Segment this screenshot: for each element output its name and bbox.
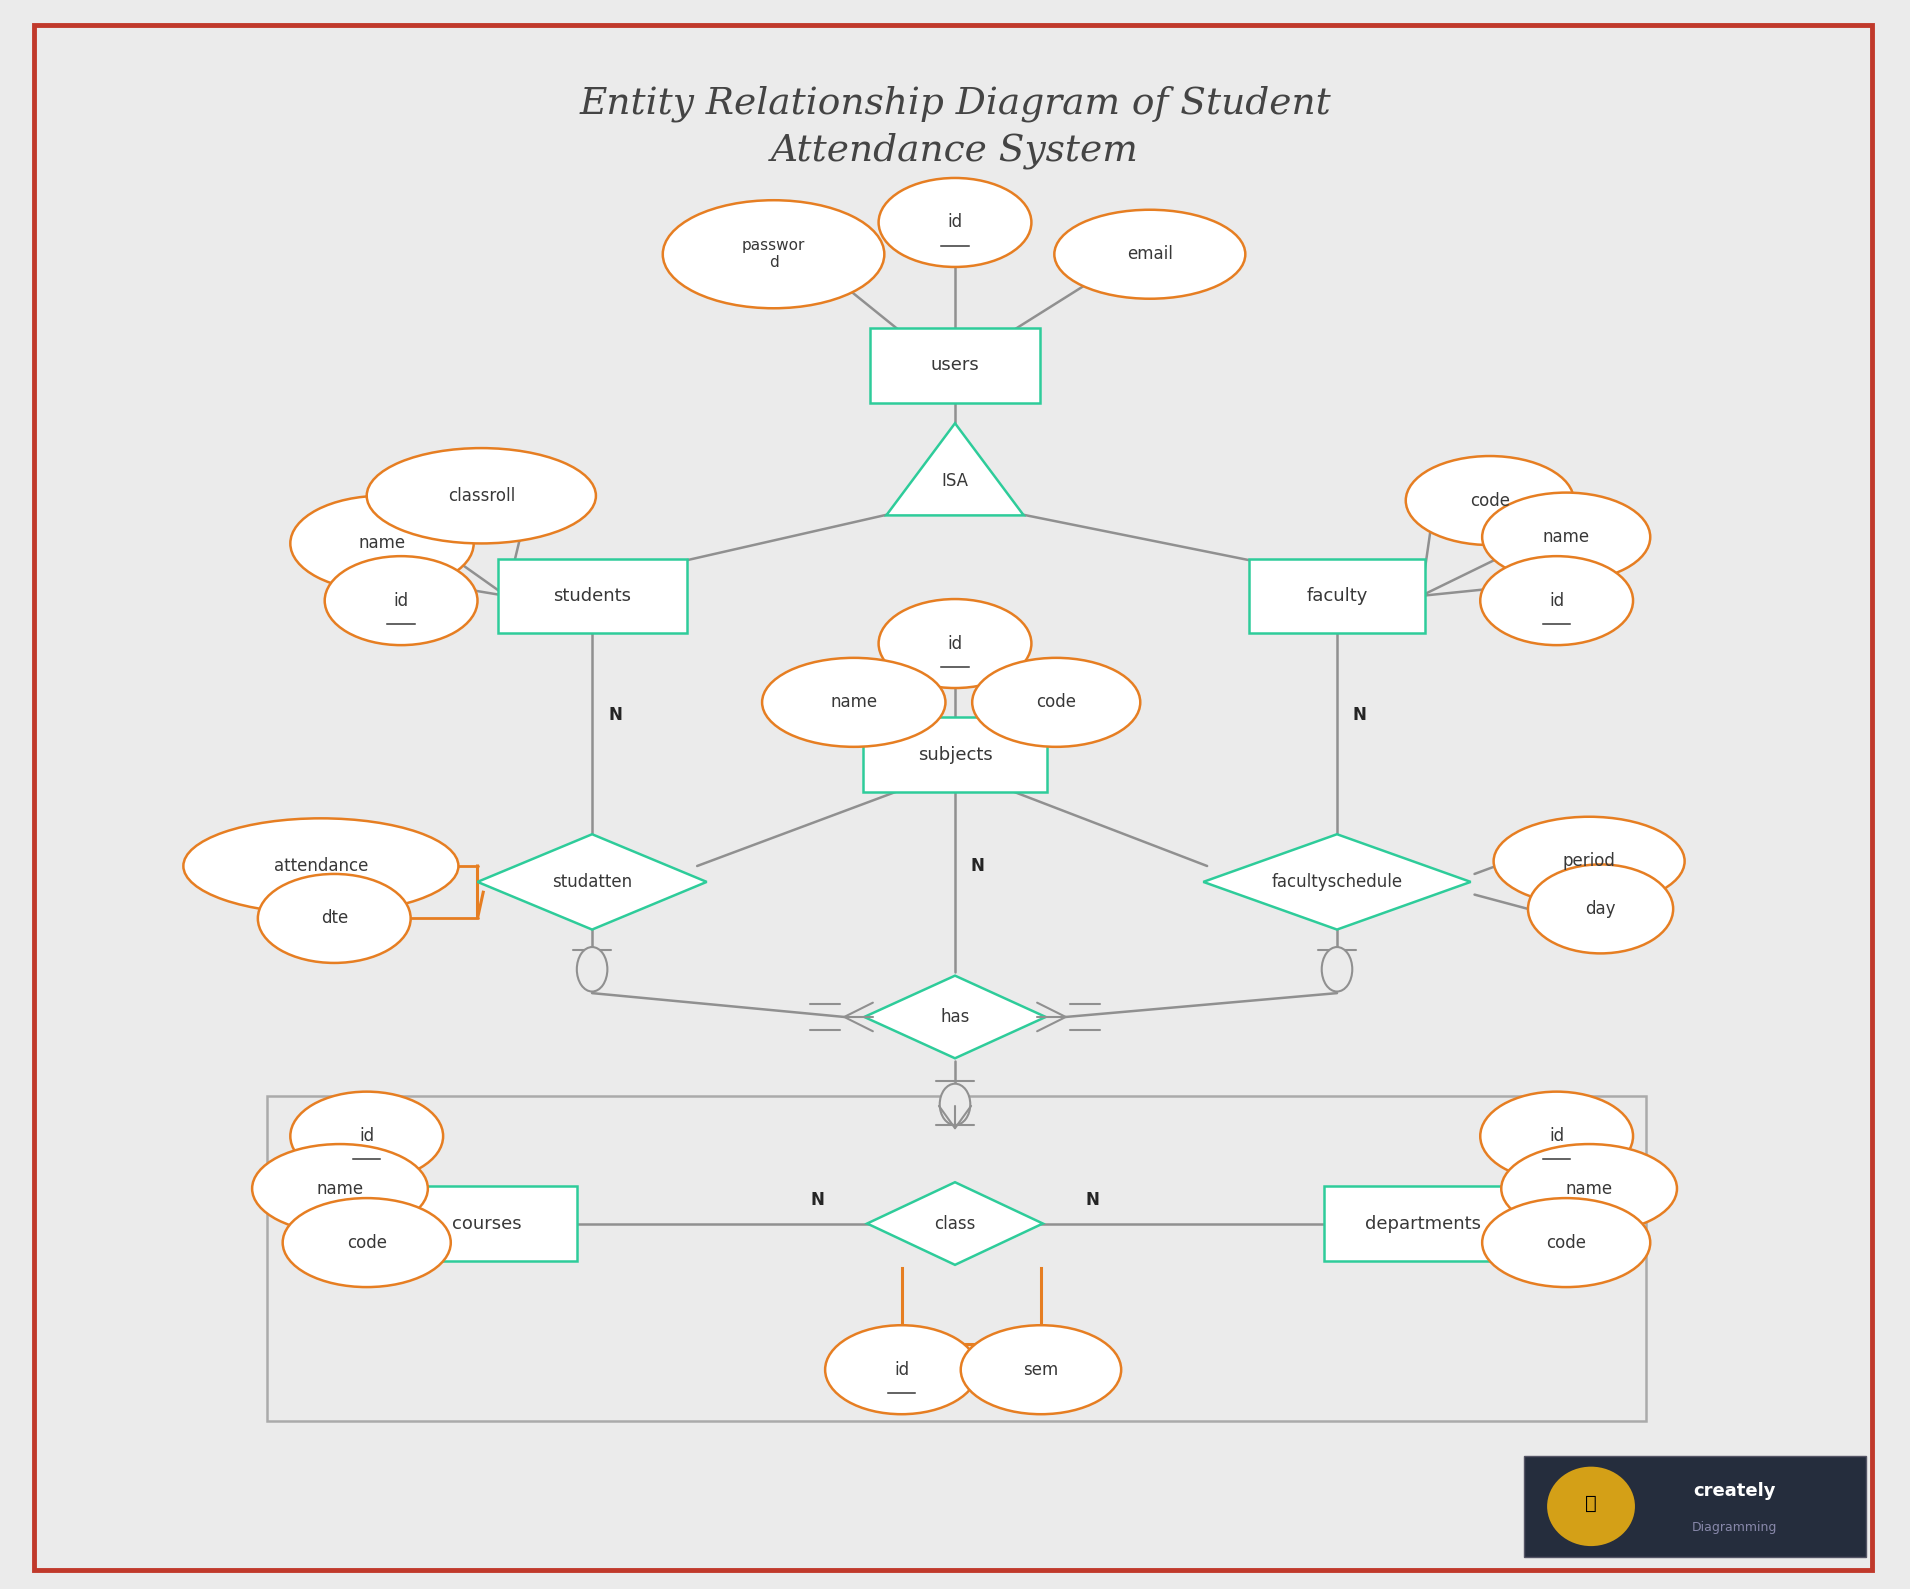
Ellipse shape <box>325 556 478 645</box>
Text: courses: courses <box>453 1214 521 1233</box>
Ellipse shape <box>879 599 1031 688</box>
Polygon shape <box>867 1182 1043 1265</box>
Ellipse shape <box>1547 1467 1635 1546</box>
Ellipse shape <box>290 496 474 591</box>
Text: N: N <box>970 856 986 876</box>
Text: passwor
d: passwor d <box>741 238 806 270</box>
Ellipse shape <box>972 658 1140 747</box>
Ellipse shape <box>1528 864 1673 953</box>
Text: id: id <box>393 591 409 610</box>
Ellipse shape <box>290 1092 443 1181</box>
Text: dte: dte <box>321 909 348 928</box>
Text: id: id <box>1549 591 1564 610</box>
FancyBboxPatch shape <box>1324 1185 1522 1262</box>
Text: id: id <box>359 1127 374 1146</box>
Text: creately: creately <box>1692 1483 1776 1500</box>
Ellipse shape <box>367 448 596 543</box>
Ellipse shape <box>940 1084 970 1125</box>
Ellipse shape <box>1482 1198 1650 1287</box>
FancyBboxPatch shape <box>871 327 1039 402</box>
Ellipse shape <box>1482 493 1650 582</box>
Ellipse shape <box>762 658 945 747</box>
Text: N: N <box>1352 706 1368 725</box>
Text: subjects: subjects <box>917 745 993 764</box>
Ellipse shape <box>258 874 411 963</box>
FancyBboxPatch shape <box>397 1185 577 1262</box>
Polygon shape <box>1203 834 1471 930</box>
Text: code: code <box>1471 491 1509 510</box>
Text: name: name <box>1543 528 1589 547</box>
Text: code: code <box>1547 1233 1585 1252</box>
Text: name: name <box>317 1179 363 1198</box>
Ellipse shape <box>879 178 1031 267</box>
Ellipse shape <box>252 1144 428 1233</box>
Text: Entity Relationship Diagram of Student
Attendance System: Entity Relationship Diagram of Student A… <box>579 86 1331 168</box>
Text: students: students <box>554 586 630 605</box>
Polygon shape <box>863 976 1047 1058</box>
Text: period: period <box>1562 852 1616 871</box>
Text: users: users <box>930 356 980 375</box>
Text: N: N <box>607 706 623 725</box>
Text: id: id <box>894 1360 909 1379</box>
Text: code: code <box>348 1233 386 1252</box>
Text: code: code <box>1037 693 1075 712</box>
FancyBboxPatch shape <box>1524 1456 1866 1557</box>
Text: Diagramming: Diagramming <box>1692 1521 1776 1533</box>
Text: departments: departments <box>1366 1214 1480 1233</box>
Ellipse shape <box>1406 456 1574 545</box>
Ellipse shape <box>1494 817 1685 906</box>
FancyBboxPatch shape <box>863 717 1047 791</box>
Text: id: id <box>947 634 963 653</box>
Text: name: name <box>831 693 877 712</box>
Text: email: email <box>1127 245 1173 264</box>
Ellipse shape <box>1501 1144 1677 1233</box>
Text: name: name <box>359 534 405 553</box>
Ellipse shape <box>577 947 607 992</box>
Text: class: class <box>934 1214 976 1233</box>
Ellipse shape <box>825 1325 978 1414</box>
Text: N: N <box>1085 1190 1100 1209</box>
Ellipse shape <box>663 200 884 308</box>
Text: 💡: 💡 <box>1585 1494 1597 1513</box>
FancyBboxPatch shape <box>1249 558 1425 632</box>
Text: studatten: studatten <box>552 872 632 891</box>
Ellipse shape <box>961 1325 1121 1414</box>
Text: ISA: ISA <box>942 472 968 491</box>
Text: faculty: faculty <box>1306 586 1368 605</box>
Text: sem: sem <box>1024 1360 1058 1379</box>
Text: facultyschedule: facultyschedule <box>1272 872 1402 891</box>
Ellipse shape <box>283 1198 451 1287</box>
FancyBboxPatch shape <box>497 558 688 632</box>
Ellipse shape <box>1480 1092 1633 1181</box>
Polygon shape <box>478 834 707 930</box>
Text: id: id <box>947 213 963 232</box>
Polygon shape <box>886 423 1024 515</box>
Ellipse shape <box>1322 947 1352 992</box>
Text: name: name <box>1566 1179 1612 1198</box>
Ellipse shape <box>1054 210 1245 299</box>
Ellipse shape <box>1480 556 1633 645</box>
Text: has: has <box>940 1007 970 1026</box>
Text: attendance: attendance <box>273 856 369 876</box>
Text: id: id <box>1549 1127 1564 1146</box>
Text: classroll: classroll <box>447 486 516 505</box>
Ellipse shape <box>183 818 458 914</box>
Text: N: N <box>810 1190 825 1209</box>
Text: day: day <box>1585 899 1616 918</box>
